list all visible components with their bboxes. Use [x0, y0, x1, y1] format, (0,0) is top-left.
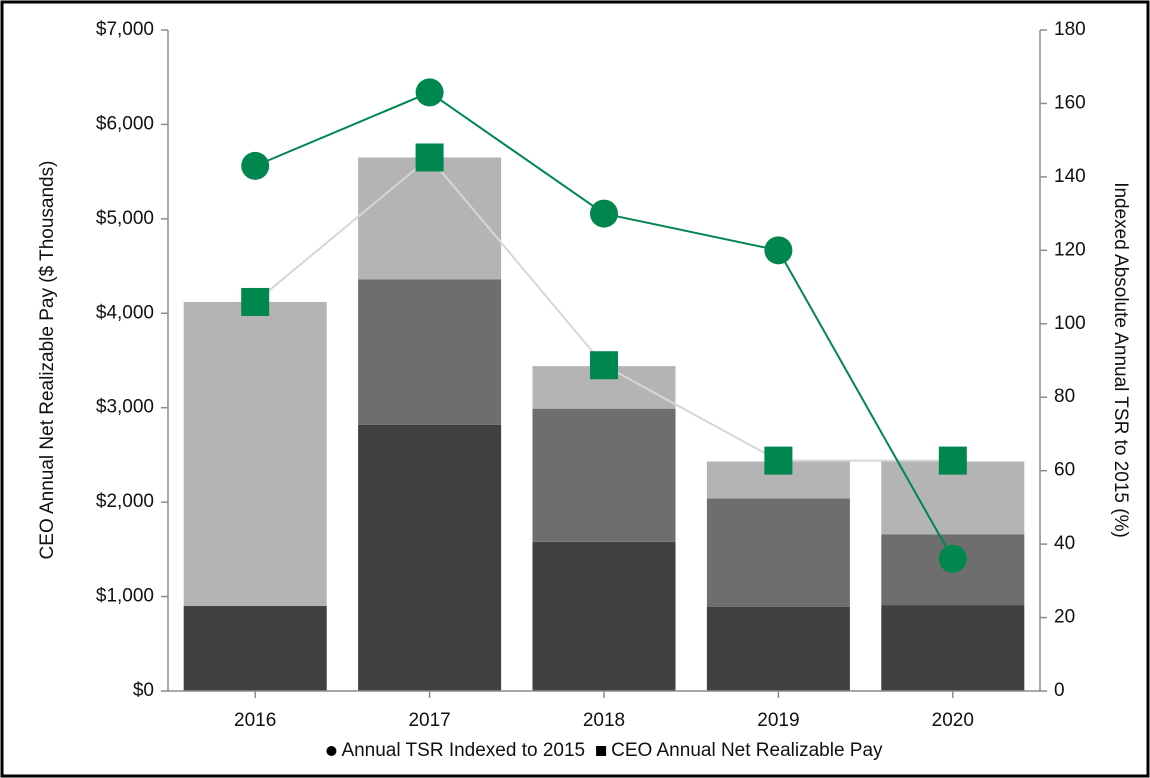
y2-tick-label: 140: [1054, 166, 1086, 187]
bar-segment: [532, 541, 676, 691]
y-tick-label: $3,000: [96, 397, 154, 418]
series-marker: [415, 143, 444, 172]
bar-segment: [881, 605, 1025, 691]
bar-segment: [183, 606, 327, 691]
y2-tick-label: 180: [1054, 19, 1086, 40]
series-marker: [590, 351, 618, 380]
series-marker: [241, 151, 270, 180]
series-marker: [938, 544, 967, 573]
y-tick-label: $7,000: [96, 19, 154, 40]
bar-segment: [358, 279, 502, 425]
bar-segment: [358, 157, 502, 280]
y2-tick-label: 80: [1054, 386, 1075, 407]
y-tick-label: $0: [133, 680, 154, 701]
y-tick-label: $5,000: [96, 208, 154, 229]
y-tick-label: $4,000: [96, 302, 154, 323]
series-marker: [938, 446, 967, 475]
y2-tick-label: 20: [1054, 607, 1075, 628]
bar-segment: [706, 498, 850, 607]
y2-tick-label: 60: [1054, 460, 1075, 481]
y2-tick-label: 160: [1054, 92, 1086, 113]
series-marker: [241, 287, 270, 316]
series-marker: [590, 199, 618, 228]
bar-segment: [183, 301, 327, 607]
x-tick-label: 2018: [583, 710, 625, 731]
legend-label: CEO Annual Net Realizable Pay: [611, 740, 883, 761]
bar-segment: [532, 408, 676, 542]
legend-marker: [596, 746, 607, 756]
x-tick-label: 2020: [932, 710, 974, 731]
y2-axis-title: Indexed Absolute Annual TSR to 2015 (%): [1110, 182, 1131, 538]
x-tick-label: 2017: [408, 710, 450, 731]
y2-tick-label: 0: [1054, 680, 1065, 701]
y-tick-label: $6,000: [96, 113, 154, 134]
y-axis-title: CEO Annual Net Realizable Pay ($ Thousan…: [37, 161, 58, 560]
bar-segment: [358, 424, 502, 691]
x-tick-label: 2016: [234, 710, 276, 731]
legend-marker: [326, 746, 337, 756]
x-tick-label: 2019: [757, 710, 799, 731]
y-tick-label: $2,000: [96, 491, 154, 512]
legend-label: Annual TSR Indexed to 2015: [341, 740, 585, 761]
bar-segment: [706, 606, 850, 691]
y-tick-label: $1,000: [96, 586, 154, 607]
series-marker: [764, 236, 793, 265]
y2-tick-label: 40: [1054, 533, 1075, 554]
series-marker: [415, 78, 444, 107]
y2-tick-label: 120: [1054, 239, 1086, 260]
y2-tick-label: 100: [1054, 313, 1086, 334]
series-marker: [764, 446, 793, 475]
